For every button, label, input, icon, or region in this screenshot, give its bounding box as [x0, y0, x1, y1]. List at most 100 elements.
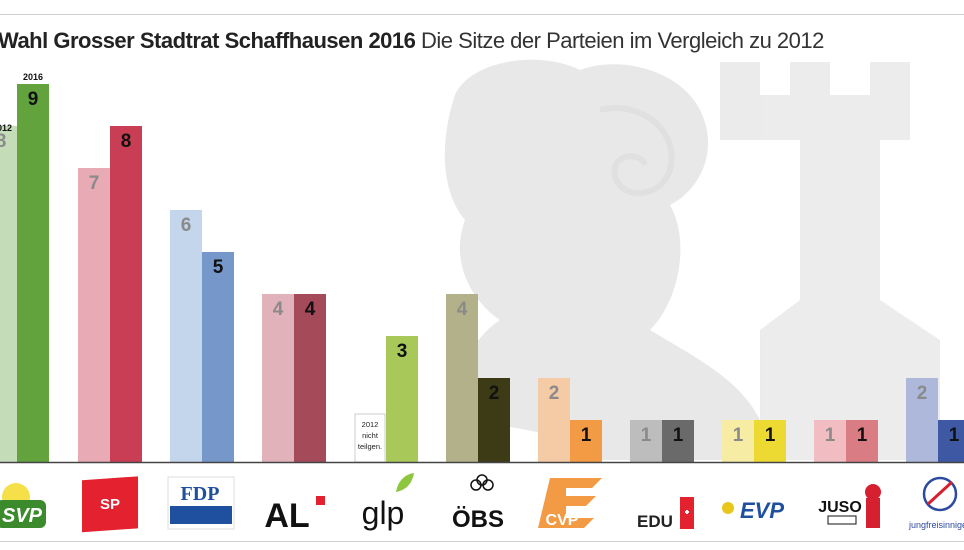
note-line-1: 2012: [362, 420, 379, 429]
watermark-ram-tower: [444, 59, 940, 460]
logo-evp: EVP: [722, 498, 784, 523]
logo-jf-text: jungfreisinnige: [908, 520, 964, 530]
bar-2012-edu: [630, 420, 662, 462]
logo-glp-text: glp: [362, 495, 405, 531]
logo-edu-cross: [685, 510, 689, 514]
bar-2012-cvp: [538, 378, 570, 462]
value-label-2016-juso: 1: [857, 425, 868, 446]
logo-edu: EDU: [637, 497, 694, 531]
bar-group-fdp: 65: [170, 210, 234, 462]
logo-obs-petal: [482, 479, 494, 491]
value-label-2016-al: 4: [305, 299, 316, 320]
note-not-participated: 2012 nicht teilgen.: [354, 413, 386, 463]
value-label-2012-jungfreisinnige: 2: [917, 383, 928, 404]
logo-obs-text: ÖBS: [452, 506, 504, 533]
logo-sp-shape: [82, 476, 138, 533]
logo-svp-text: SVP: [2, 505, 43, 527]
value-label-2016-svp: 9: [28, 89, 39, 110]
bar-2016-svp: [17, 84, 49, 462]
bar-2012-juso: [814, 420, 846, 462]
value-label-2016-jungfreisinnige: 1: [949, 425, 960, 446]
logo-al-text: AL: [264, 497, 309, 535]
bar-group-cvp: 21: [538, 378, 602, 462]
logo-evp-dot: [722, 502, 734, 514]
bar-2012-jungfreisinnige: [906, 378, 938, 462]
value-label-2016-öbs: 2: [489, 383, 500, 404]
value-label-2012-juso: 1: [825, 425, 836, 446]
logo-al: AL: [264, 496, 325, 535]
value-label-2016-glp: 3: [397, 341, 408, 362]
bar-2012-sp: [78, 168, 110, 462]
bar-2012-öbs: [446, 294, 478, 462]
value-label-2012-edu: 1: [641, 425, 652, 446]
logo-fdp-text: FDP: [181, 483, 220, 505]
bottom-rule: [0, 541, 964, 542]
logo-juso-rose: [865, 484, 881, 500]
bar-2012-fdp: [170, 210, 202, 462]
logo-al-square: [316, 496, 325, 505]
value-label-2016-fdp: 5: [213, 257, 224, 278]
logo-sp: SP: [82, 476, 138, 533]
logo-svp: SVP: [0, 483, 46, 528]
bar-2012-evp: [722, 420, 754, 462]
top-rule: [0, 14, 964, 15]
watermark-tower: [720, 62, 940, 460]
bar-2016-fdp: [202, 252, 234, 462]
bar-2016-jungfreisinnige: [938, 420, 964, 462]
bar-group-sp: 78: [78, 126, 142, 462]
logo-cvp: CVP: [538, 478, 602, 529]
logo-juso: JUSO: [818, 484, 881, 528]
logo-glp: glp: [362, 473, 414, 531]
value-label-2012-öbs: 4: [457, 299, 468, 320]
logo-juso-text: JUSO: [818, 499, 862, 516]
bar-group-glp: 3: [386, 336, 418, 462]
value-label-2016-sp: 8: [121, 131, 132, 152]
party-logos: SVP SP FDP AL glp ÖBS CVP EDU EVP JUSO jungfreisin…: [0, 473, 964, 535]
logo-cvp-text: CVP: [546, 512, 579, 529]
year-label-2016: 2016: [23, 72, 43, 82]
bar-2012-al: [262, 294, 294, 462]
year-label-2012: 2012: [0, 123, 12, 133]
bar-2016-juso: [846, 420, 878, 462]
logo-juso-stem: [866, 498, 880, 528]
value-label-2016-cvp: 1: [581, 425, 592, 446]
logo-juso-tag: [827, 515, 857, 525]
logo-sp-text: SP: [100, 496, 120, 513]
bar-2016-edu: [662, 420, 694, 462]
bar-2016-sp: [110, 126, 142, 462]
bar-group-svp: 89: [0, 84, 49, 462]
logo-fdp: FDP: [167, 476, 235, 530]
logo-fdp-band: [170, 506, 232, 524]
logo-glp-leaf: [396, 473, 414, 492]
bar-2016-evp: [754, 420, 786, 462]
logo-edu-text: EDU: [637, 512, 673, 531]
bar-2016-cvp: [570, 420, 602, 462]
note-line-3: teilgen.: [358, 442, 382, 451]
title-subtitle: Die Sitze der Parteien im Vergleich zu 2…: [421, 28, 824, 53]
value-label-2012-evp: 1: [733, 425, 744, 446]
value-label-2012-fdp: 6: [181, 215, 192, 236]
bar-2016-glp: [386, 336, 418, 462]
note-line-2: nicht: [362, 431, 379, 440]
value-label-2012-sp: 7: [89, 173, 100, 194]
bar-group-öbs: 42: [446, 294, 510, 462]
bar-2016-öbs: [478, 378, 510, 462]
value-label-2012-cvp: 2: [549, 383, 560, 404]
logo-svp-body: [0, 500, 46, 528]
logo-cvp-shape: [538, 478, 602, 528]
logo-jf-slash: [926, 480, 954, 506]
value-label-2016-edu: 1: [673, 425, 684, 446]
bar-2016-al: [294, 294, 326, 462]
logo-evp-text: EVP: [740, 498, 784, 523]
logo-jungfreisinnige: jungfreisinnige: [908, 476, 964, 530]
value-label-2012-svp: 8: [0, 131, 6, 152]
watermark-ram: [444, 59, 760, 460]
logo-obs: ÖBS: [452, 474, 504, 533]
bar-2012-svp: [0, 126, 17, 462]
